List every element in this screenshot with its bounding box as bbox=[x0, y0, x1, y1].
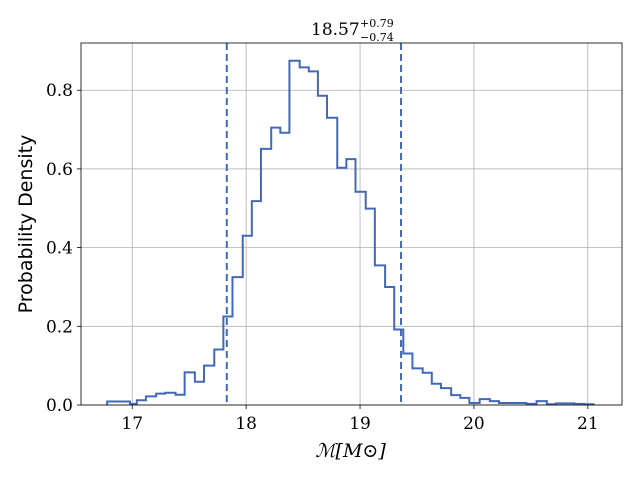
y-tick-label: 0.8 bbox=[46, 81, 73, 101]
title-upper-error: +0.79 bbox=[360, 17, 394, 30]
title-lower-error: −0.74 bbox=[360, 31, 394, 44]
y-axis-label: Probability Density bbox=[15, 135, 37, 314]
x-tick-label: 18 bbox=[235, 414, 257, 434]
title-value: 18.57 bbox=[311, 20, 360, 40]
x-tick-label: 17 bbox=[121, 414, 143, 434]
histogram-step-line bbox=[106, 59, 595, 406]
chart-title: 18.57 bbox=[311, 20, 360, 40]
y-tick-label: 0.0 bbox=[46, 396, 73, 416]
ticks: 17 18 19 20 21 0.0 0.2 0.4 0.6 0.8 bbox=[46, 81, 599, 434]
axes-frame bbox=[80, 42, 623, 406]
series bbox=[106, 59, 595, 406]
x-tick-label: 19 bbox=[349, 414, 371, 434]
y-tick-label: 0.2 bbox=[46, 317, 73, 337]
x-tick-label: 21 bbox=[577, 414, 599, 434]
y-tick-label: 0.6 bbox=[46, 160, 73, 180]
grid bbox=[81, 43, 622, 406]
credible-interval-lines bbox=[225, 43, 403, 405]
y-tick-label: 0.4 bbox=[46, 239, 73, 259]
x-axis-label: ℳ[M⊙] bbox=[315, 440, 386, 462]
x-tick-label: 20 bbox=[463, 414, 485, 434]
